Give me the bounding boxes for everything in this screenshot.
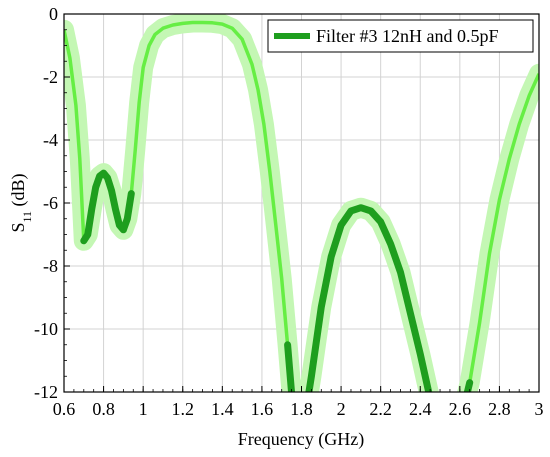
x-tick-label: 1.6: [251, 399, 274, 419]
x-tick-label: 3: [535, 399, 544, 419]
y-tick-label: -6: [43, 193, 58, 213]
y-axis-title: S11 (dB): [8, 173, 34, 232]
y-axis-title-unit: (dB): [8, 173, 29, 211]
tick-labels: 0.6 0.8 1 1.2 1.4 1.6 1.8 2 2.2 2.4 2.6 2.8 3 0 -2 -4 -6…: [34, 4, 544, 419]
legend-box: [267, 19, 534, 53]
x-tick-label: 2: [337, 399, 346, 419]
x-tick-label: 1.4: [211, 399, 234, 419]
y-tick-label: -8: [43, 256, 58, 276]
highlight-segment: [284, 204, 474, 392]
axis-ticks: [63, 13, 540, 393]
x-axis-title: Frequency (GHz): [238, 429, 364, 450]
x-tick-label: 2.4: [409, 399, 432, 419]
legend: Filter #3 12nH and 0.5pF: [267, 19, 534, 53]
y-tick-label: -4: [43, 130, 58, 150]
x-tick-label: 0.6: [53, 399, 76, 419]
y-tick-label: -2: [43, 67, 58, 87]
x-tick-label: 0.8: [92, 399, 115, 419]
x-tick-label: 1: [139, 399, 148, 419]
x-tick-label: 2.2: [369, 399, 392, 419]
x-tick-label: 2.8: [488, 399, 511, 419]
y-axis-title-main: S: [8, 223, 28, 233]
series-lines: [64, 20, 539, 392]
y-tick-label: 0: [49, 4, 58, 24]
y-tick-label: -10: [34, 319, 58, 339]
x-tick-label: 1.8: [290, 399, 313, 419]
y-tick-label: -12: [34, 382, 58, 402]
x-tick-label: 1.2: [172, 399, 195, 419]
legend-label: Filter #3 12nH and 0.5pF: [316, 26, 499, 46]
x-tick-label: 2.6: [449, 399, 472, 419]
y-axis-title-sub: 11: [20, 211, 34, 223]
highlight-segment: [80, 169, 135, 245]
